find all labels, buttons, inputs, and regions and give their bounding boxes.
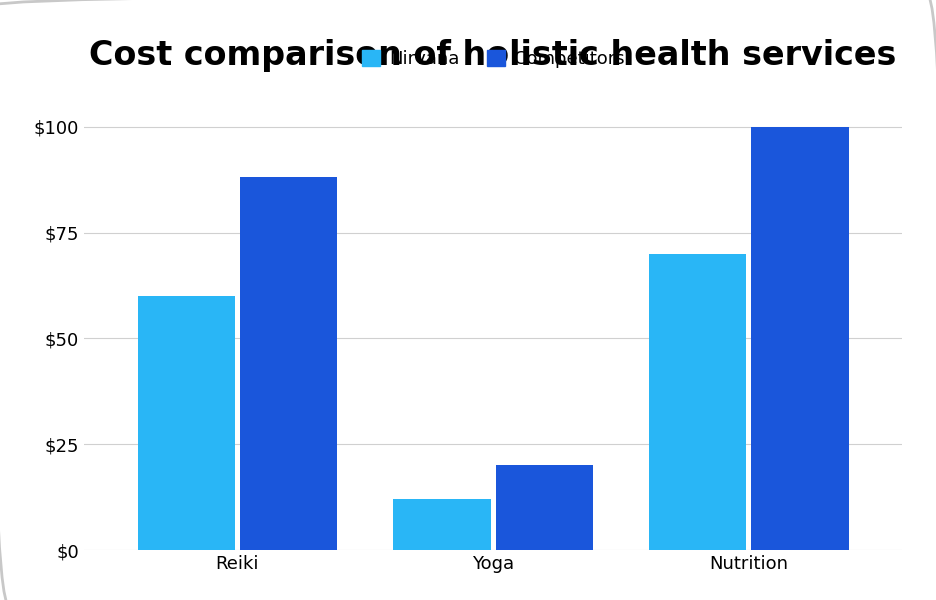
Bar <box>496 466 592 550</box>
Bar <box>393 499 490 550</box>
Title: Cost comparison of holistic health services: Cost comparison of holistic health servi… <box>90 39 897 72</box>
Bar <box>240 178 337 550</box>
Bar <box>752 127 849 550</box>
Bar <box>649 254 746 550</box>
Legend: Nirvana, Competitors: Nirvana, Competitors <box>355 43 632 75</box>
Bar <box>138 296 235 550</box>
